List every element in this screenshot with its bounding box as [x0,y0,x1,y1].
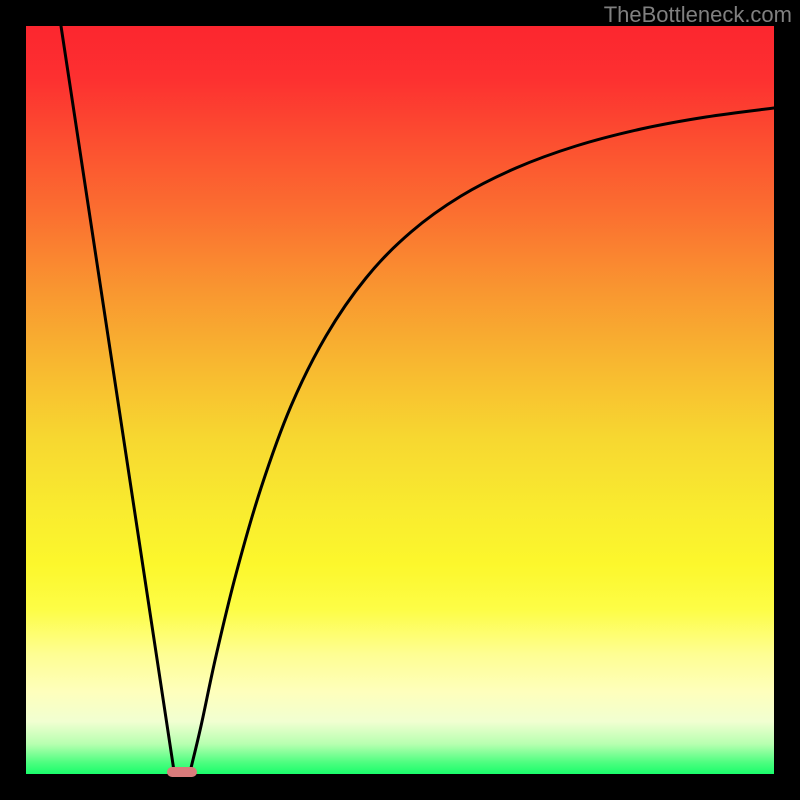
minimum-marker [167,767,197,777]
gradient-background [26,26,774,774]
watermark-text: TheBottleneck.com [604,0,800,28]
chart-container: TheBottleneck.com [0,0,800,800]
plot-area [26,26,774,774]
